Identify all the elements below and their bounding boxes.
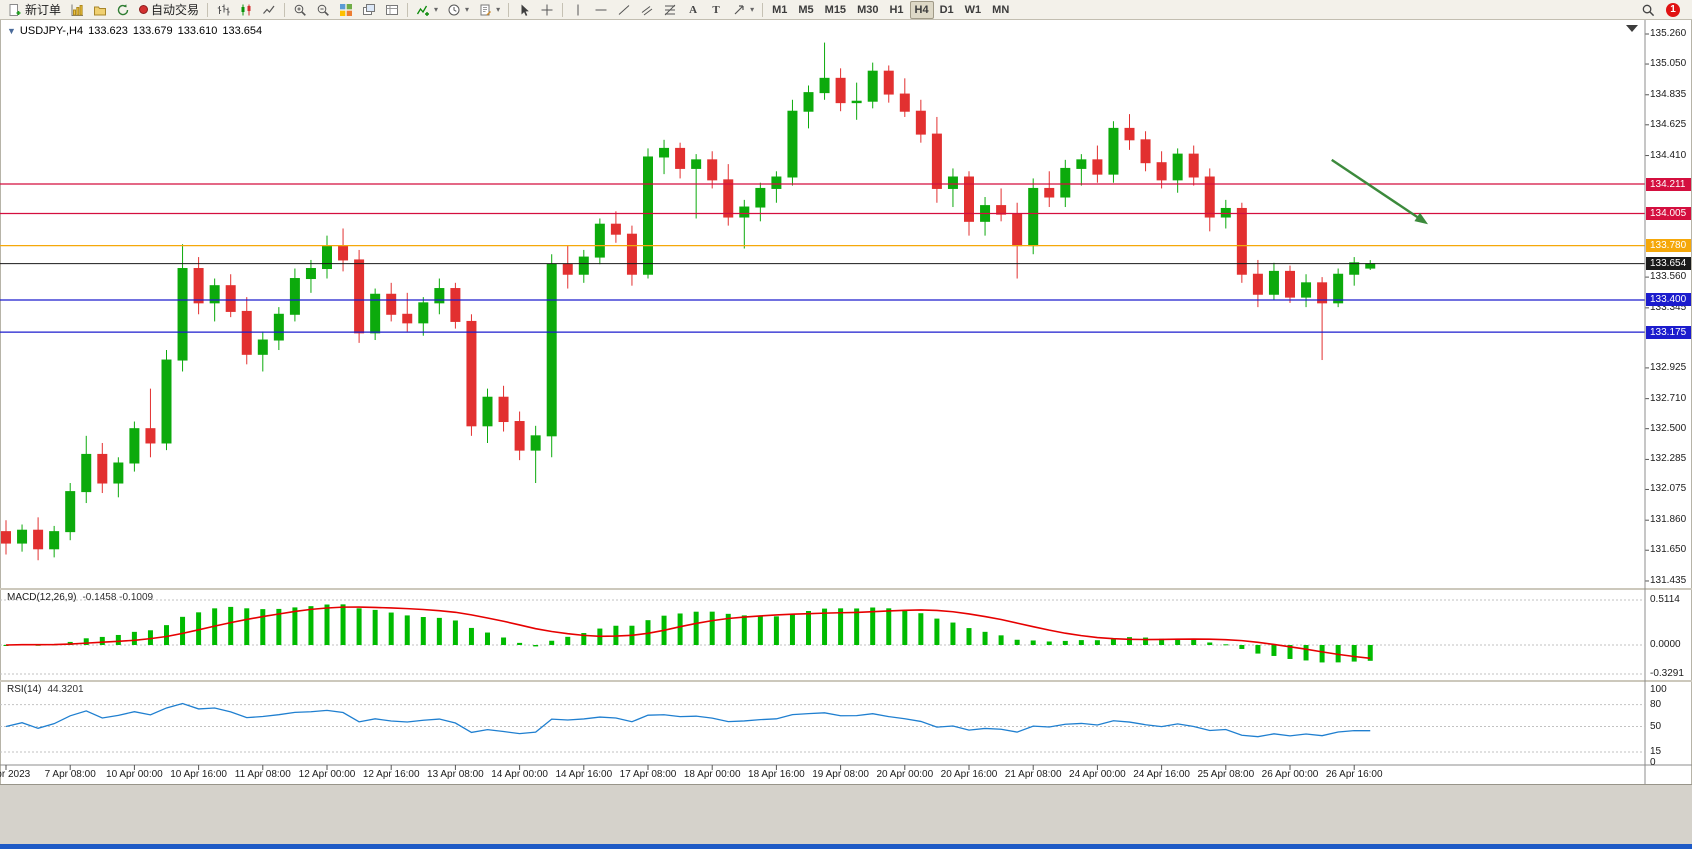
window-background — [0, 784, 1692, 844]
line-chart-type-button[interactable] — [258, 1, 280, 19]
zoom-in-button[interactable] — [289, 1, 311, 19]
cursor-button[interactable] — [513, 1, 535, 19]
clock-icon — [448, 4, 460, 15]
candlestick-icon — [241, 4, 251, 15]
bar-chart-type-button[interactable] — [212, 1, 234, 19]
data-window-button[interactable] — [381, 1, 403, 19]
crosshair-icon — [541, 4, 553, 15]
trendline-tool-button[interactable] — [613, 1, 635, 19]
toolbar-separator — [562, 2, 564, 17]
fibonacci-icon — [664, 4, 676, 15]
cascade-windows-button[interactable] — [358, 1, 380, 19]
toolbar-separator — [762, 2, 764, 17]
timeframe-m1[interactable]: M1 — [772, 3, 788, 16]
timeframe-w1[interactable]: W1 — [964, 3, 982, 16]
new-order-button[interactable]: 新订单 — [4, 1, 65, 19]
refresh-icon — [117, 3, 129, 15]
bottom-blue-strip — [0, 844, 1692, 849]
macd-indicator-label: MACD(12,26,9) -0.1458 -0.1009 — [7, 592, 153, 603]
toolbar: 新订单 自动交易 — [0, 0, 1692, 20]
dropdown-chevron-icon: ▾ — [750, 5, 755, 14]
timeframe-h1[interactable]: H1 — [889, 3, 904, 16]
dropdown-chevron-icon: ▾ — [465, 5, 470, 14]
channel-icon — [641, 5, 653, 15]
bar-chart-icon — [217, 4, 230, 15]
text-tool-icon: A — [689, 3, 698, 16]
text-label-tool-button[interactable]: T — [705, 1, 727, 19]
templates-button[interactable]: ▾ — [474, 1, 504, 19]
timeframe-m15[interactable]: M15 — [824, 3, 847, 16]
new-chart-icon — [71, 4, 84, 16]
rsi-name: RSI(14) — [7, 684, 42, 695]
template-icon — [480, 4, 492, 15]
rsi-value: 44.3201 — [47, 684, 84, 695]
toolbar-separator — [508, 2, 510, 17]
vertical-line-icon — [577, 4, 579, 15]
timeframe-h4[interactable]: H4 — [909, 0, 934, 19]
rsi-indicator-label: RSI(14) 44.3201 — [7, 684, 84, 695]
horizontal-line-tool-button[interactable] — [590, 1, 612, 19]
tile-windows-button[interactable] — [335, 1, 357, 19]
search-icon — [1642, 4, 1655, 16]
toolbar-separator — [207, 2, 209, 17]
new-order-icon — [9, 3, 21, 16]
one-click-trading-toggle[interactable]: ▼ — [7, 26, 16, 36]
indicators-button[interactable]: ▾ — [412, 1, 442, 19]
crosshair-button[interactable] — [536, 1, 558, 19]
dropdown-chevron-icon: ▾ — [434, 5, 439, 14]
auto-trading-button[interactable]: 自动交易 — [135, 1, 203, 19]
refresh-button[interactable] — [112, 1, 134, 19]
text-tool-button[interactable]: A — [682, 1, 704, 19]
new-chart-button[interactable] — [66, 1, 88, 19]
auto-trading-status-icon — [139, 5, 149, 14]
chart-symbol-period: USDJPY-,H4 — [19, 25, 84, 37]
candlestick-type-button[interactable] — [235, 1, 257, 19]
timeframe-d1[interactable]: D1 — [939, 3, 954, 16]
chart-window[interactable] — [0, 20, 1692, 784]
fibonacci-tool-button[interactable] — [659, 1, 681, 19]
timeframe-m5[interactable]: M5 — [798, 3, 814, 16]
horizontal-line-icon — [595, 9, 607, 10]
auto-trading-label: 自动交易 — [151, 3, 200, 17]
toolbar-separator — [284, 2, 286, 17]
channel-tool-button[interactable] — [636, 1, 658, 19]
zoom-in-icon — [294, 4, 306, 16]
tile-windows-icon — [340, 3, 353, 16]
cascade-windows-icon — [363, 3, 376, 15]
profiles-folder-icon — [94, 6, 107, 15]
vertical-line-tool-button[interactable] — [567, 1, 589, 19]
macd-values: -0.1458 -0.1009 — [82, 592, 154, 603]
periods-button[interactable]: ▾ — [443, 1, 473, 19]
chart-title: ▼ USDJPY-,H4 133.623 133.679 133.610 133.654 — [7, 25, 262, 37]
search-button[interactable] — [1637, 1, 1659, 19]
indicators-icon — [416, 5, 430, 16]
timeframe-m30[interactable]: M30 — [857, 3, 879, 16]
toolbar-separator — [407, 2, 409, 17]
timeframe-mn[interactable]: MN — [992, 3, 1010, 16]
chart-low: 133.610 — [177, 25, 218, 37]
arrows-tool-button[interactable]: ▾ — [728, 1, 758, 19]
chart-high: 133.679 — [132, 25, 173, 37]
zoom-out-button[interactable] — [312, 1, 334, 19]
arrow-shape-icon — [734, 4, 744, 14]
macd-name: MACD(12,26,9) — [7, 592, 77, 603]
line-chart-icon — [263, 5, 275, 14]
zoom-out-icon — [317, 4, 329, 16]
notification-badge[interactable]: 1 — [1666, 2, 1680, 17]
data-window-icon — [386, 4, 399, 15]
price-axis[interactable] — [1646, 20, 1692, 765]
profiles-button[interactable] — [89, 1, 111, 19]
chart-open: 133.623 — [88, 25, 128, 37]
dropdown-chevron-icon: ▾ — [496, 5, 501, 14]
trendline-icon — [618, 4, 630, 15]
new-order-label: 新订单 — [25, 3, 62, 17]
chart-close: 133.654 — [222, 25, 263, 37]
text-label-icon: T — [712, 3, 720, 16]
cursor-icon — [521, 4, 529, 16]
